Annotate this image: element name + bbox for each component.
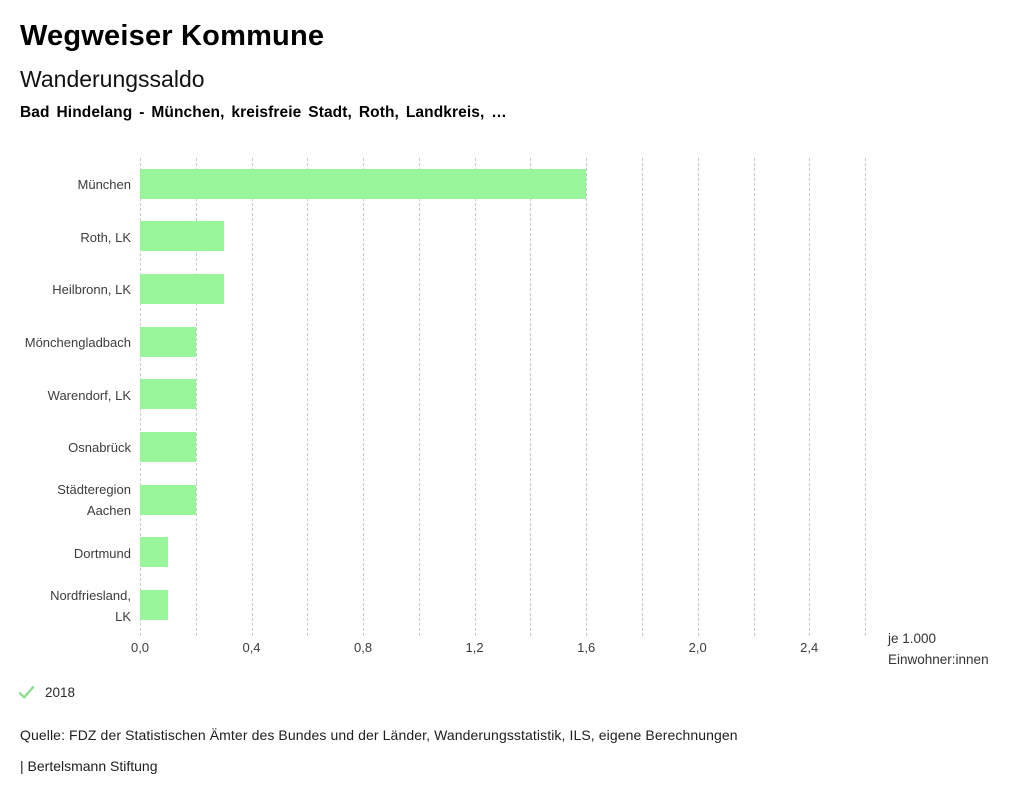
category-label: Osnabrück bbox=[68, 440, 131, 456]
category-labels: München Roth, LK Heilbronn, LK Mönchengladb… bbox=[0, 158, 131, 632]
gridline bbox=[363, 158, 365, 636]
chart-bar-9[interactable] bbox=[140, 589, 168, 620]
axis-unit-line-2: Einwohner:innen bbox=[888, 652, 989, 667]
category-label: Roth, LK bbox=[80, 229, 131, 245]
x-tick-label: 1,6 bbox=[577, 640, 596, 655]
chart-title: Wanderungssaldo bbox=[20, 66, 205, 92]
gridline bbox=[195, 158, 197, 636]
gridline bbox=[307, 158, 309, 636]
check-icon bbox=[18, 685, 35, 700]
x-tick-label: 1,2 bbox=[465, 640, 484, 655]
x-tick-label: 0,4 bbox=[242, 640, 261, 655]
category-label: Dortmund bbox=[73, 545, 131, 561]
chart-bar-7[interactable] bbox=[140, 484, 196, 515]
chart-selection-subtitle: Bad Hindelang - München, kreisfreie Stad… bbox=[20, 104, 507, 121]
bar-chart: München Roth, LK Heilbronn, LK Mönchengladb… bbox=[0, 158, 1024, 678]
axis-unit-line-1: je 1.000 bbox=[888, 631, 937, 646]
gridline bbox=[418, 158, 420, 636]
category-label: Städteregion Aachen bbox=[57, 482, 131, 519]
gridline bbox=[865, 158, 866, 636]
gridline bbox=[251, 158, 253, 636]
chart-bar-5[interactable] bbox=[140, 379, 196, 410]
category-label: Mönchengladbach bbox=[24, 334, 131, 350]
category-label: München bbox=[77, 176, 131, 192]
gridline bbox=[641, 158, 643, 636]
category-label: Warendorf, LK bbox=[47, 387, 131, 403]
x-tick-label: 2,4 bbox=[800, 640, 819, 655]
axis-unit-label: je 1.000 Einwohner:innen bbox=[888, 628, 989, 670]
chart-bar-4[interactable] bbox=[140, 326, 196, 357]
chart-bar-2[interactable] bbox=[140, 221, 224, 252]
category-label: Nordfriesland, LK bbox=[50, 587, 131, 624]
legend-year-label: 2018 bbox=[45, 685, 76, 700]
x-tick-label: 2,0 bbox=[688, 640, 707, 655]
x-axis-ticks: 0,0 0,4 0,8 1,2 1,6 2,0 2,4 bbox=[0, 640, 1024, 660]
gridline bbox=[809, 158, 811, 636]
chart-bar-1[interactable] bbox=[140, 168, 587, 199]
attribution-text: | Bertelsmann Stiftung bbox=[20, 758, 158, 774]
gridline bbox=[474, 158, 476, 636]
gridline bbox=[586, 158, 588, 636]
gridline bbox=[697, 158, 699, 636]
gridline bbox=[530, 158, 532, 636]
chart-bar-8[interactable] bbox=[140, 537, 168, 568]
category-label: Heilbronn, LK bbox=[52, 282, 131, 298]
x-tick-label: 0,8 bbox=[354, 640, 373, 655]
legend-item-2018[interactable]: 2018 bbox=[18, 685, 75, 700]
source-text: Quelle: FDZ der Statistischen Ämter des … bbox=[20, 727, 738, 743]
plot-area bbox=[140, 158, 866, 636]
gridline bbox=[753, 158, 755, 636]
page-title: Wegweiser Kommune bbox=[20, 20, 325, 52]
chart-bar-6[interactable] bbox=[140, 431, 196, 462]
x-tick-label: 0,0 bbox=[130, 640, 150, 655]
chart-bar-3[interactable] bbox=[140, 273, 224, 304]
